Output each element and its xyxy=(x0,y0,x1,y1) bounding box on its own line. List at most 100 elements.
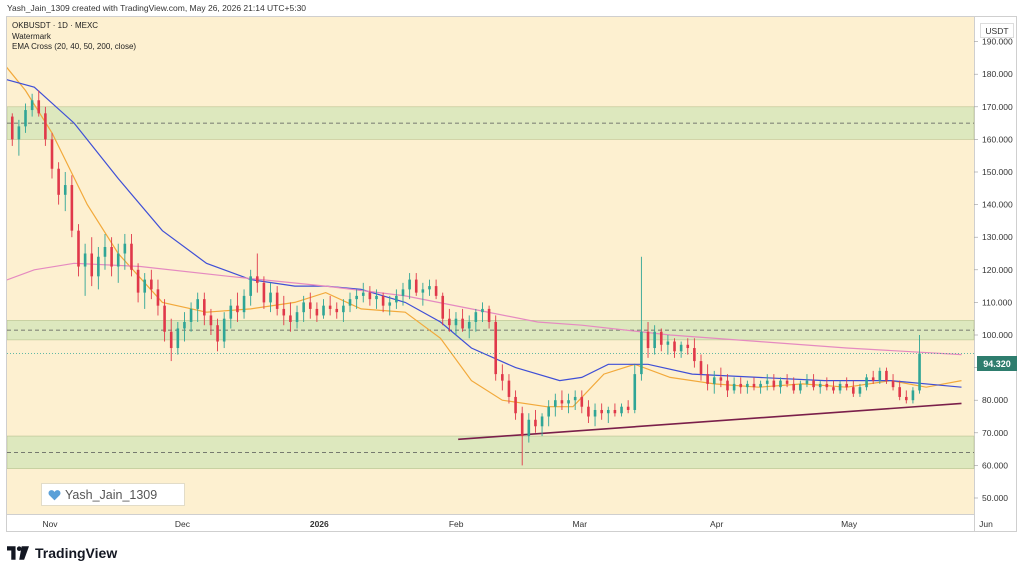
candle-body[interactable] xyxy=(759,383,762,388)
candle-body[interactable] xyxy=(679,344,683,352)
candle-body[interactable] xyxy=(375,295,378,300)
candle-body[interactable] xyxy=(163,305,166,332)
candle-body[interactable] xyxy=(474,312,478,322)
candle-body[interactable] xyxy=(77,230,80,267)
candle-body[interactable] xyxy=(44,113,47,140)
candle-body[interactable] xyxy=(335,308,339,313)
candle-body[interactable] xyxy=(441,295,445,319)
candle-body[interactable] xyxy=(361,292,365,296)
candle-body[interactable] xyxy=(812,380,815,388)
tradingview-logo[interactable]: TradingView xyxy=(7,545,117,561)
candle-body[interactable] xyxy=(236,305,239,313)
candle-body[interactable] xyxy=(408,279,411,290)
candle-body[interactable] xyxy=(388,302,392,306)
candle-body[interactable] xyxy=(414,279,418,293)
price-axis[interactable] xyxy=(974,17,1016,531)
candle-body[interactable] xyxy=(183,321,186,329)
candle-body[interactable] xyxy=(116,253,120,267)
candle-body[interactable] xyxy=(381,295,385,306)
candle-body[interactable] xyxy=(289,315,292,322)
candle-body[interactable] xyxy=(461,318,464,329)
candle-body[interactable] xyxy=(10,116,14,140)
candle-body[interactable] xyxy=(209,315,213,326)
candle-body[interactable] xyxy=(308,302,312,309)
candle-body[interactable] xyxy=(110,246,113,267)
candle-body[interactable] xyxy=(501,374,504,381)
candle-body[interactable] xyxy=(57,168,60,195)
candle-body[interactable] xyxy=(222,318,226,342)
candle-body[interactable] xyxy=(772,380,776,388)
candle-body[interactable] xyxy=(322,305,325,316)
candle-body[interactable] xyxy=(507,380,511,397)
time-axis[interactable] xyxy=(7,514,974,531)
candle-body[interactable] xyxy=(229,305,233,319)
candle-body[interactable] xyxy=(911,390,915,401)
candle-body[interactable] xyxy=(838,383,842,391)
candle-body[interactable] xyxy=(514,396,517,414)
candle-body[interactable] xyxy=(712,377,716,384)
candle-body[interactable] xyxy=(467,321,471,329)
ema-indicator-label[interactable]: EMA Cross (20, 40, 50, 200, close) xyxy=(12,42,137,51)
candle-body[interactable] xyxy=(699,361,703,375)
candle-body[interactable] xyxy=(752,383,756,388)
candle-body[interactable] xyxy=(593,409,597,417)
candle-body[interactable] xyxy=(885,370,888,381)
candle-body[interactable] xyxy=(633,374,637,410)
candle-body[interactable] xyxy=(269,292,272,303)
candle-body[interactable] xyxy=(918,353,921,391)
candle-body[interactable] xyxy=(686,344,690,349)
candle-body[interactable] xyxy=(560,400,564,404)
candle-body[interactable] xyxy=(646,331,650,349)
candle-body[interactable] xyxy=(30,100,34,111)
candle-body[interactable] xyxy=(845,383,848,388)
candle-body[interactable] xyxy=(792,383,796,391)
candle-body[interactable] xyxy=(494,321,498,375)
candle-body[interactable] xyxy=(355,295,358,300)
candle-body[interactable] xyxy=(871,377,875,381)
candle-body[interactable] xyxy=(659,331,663,345)
candle-body[interactable] xyxy=(732,383,736,391)
candle-body[interactable] xyxy=(275,292,279,309)
candle-body[interactable] xyxy=(905,396,908,401)
candle-body[interactable] xyxy=(421,289,425,293)
candle-body[interactable] xyxy=(818,383,822,388)
candle-body[interactable] xyxy=(693,348,696,362)
candle-body[interactable] xyxy=(865,377,868,388)
candle-body[interactable] xyxy=(434,286,438,296)
watermark-indicator-label[interactable]: Watermark xyxy=(12,31,51,41)
candle-body[interactable] xyxy=(368,292,372,300)
candle-body[interactable] xyxy=(203,299,206,316)
candle-body[interactable] xyxy=(832,387,835,391)
candle-body[interactable] xyxy=(799,383,802,391)
ema-line[interactable] xyxy=(7,58,962,408)
candle-body[interactable] xyxy=(534,419,537,427)
candle-body[interactable] xyxy=(481,308,484,313)
candle-body[interactable] xyxy=(249,276,252,296)
symbol-label[interactable]: OKBUSDT · 1D · MEXC xyxy=(12,21,99,30)
candle-body[interactable] xyxy=(878,370,882,381)
candle-body[interactable] xyxy=(620,406,623,414)
candle-body[interactable] xyxy=(395,295,398,303)
candle-body[interactable] xyxy=(898,387,901,397)
candle-body[interactable] xyxy=(487,308,491,322)
candle-body[interactable] xyxy=(666,341,670,345)
candle-body[interactable] xyxy=(342,305,345,313)
candle-body[interactable] xyxy=(189,308,193,322)
candle-body[interactable] xyxy=(739,383,743,388)
candle-body[interactable] xyxy=(169,331,173,349)
candle-body[interactable] xyxy=(587,406,590,417)
candle-body[interactable] xyxy=(315,308,319,316)
candle-body[interactable] xyxy=(123,243,127,254)
candle-body[interactable] xyxy=(726,380,729,391)
candle-body[interactable] xyxy=(805,380,809,384)
candle-body[interactable] xyxy=(785,380,789,384)
candle-body[interactable] xyxy=(70,185,74,231)
candle-body[interactable] xyxy=(554,400,557,407)
candle-body[interactable] xyxy=(255,276,259,283)
candle-body[interactable] xyxy=(580,396,584,407)
candle-body[interactable] xyxy=(37,100,41,114)
candle-body[interactable] xyxy=(302,302,305,313)
candlestick-chart[interactable]: 50.00060.00070.00080.00090.000100.000110… xyxy=(7,17,1016,531)
candle-body[interactable] xyxy=(295,312,299,322)
candle-body[interactable] xyxy=(448,318,451,326)
